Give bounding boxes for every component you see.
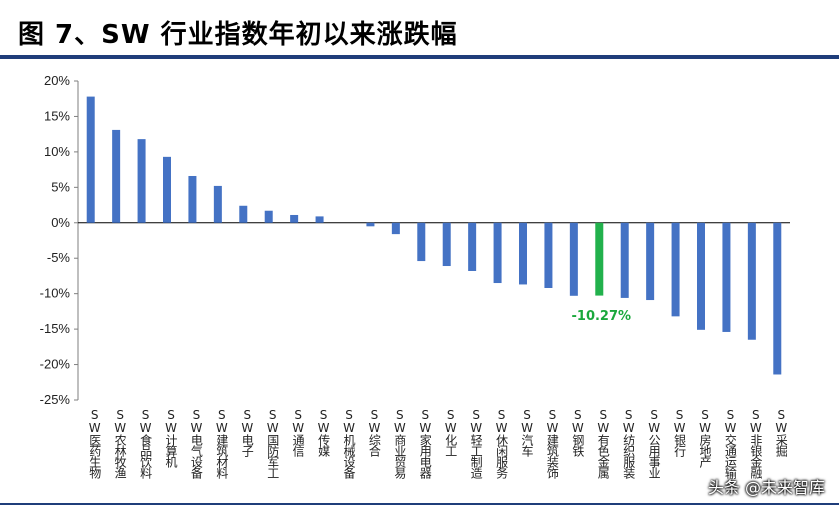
x-category-label: SW房地产 bbox=[698, 408, 712, 469]
bar bbox=[239, 205, 248, 223]
bar bbox=[188, 175, 197, 223]
y-tick-label: 15% bbox=[44, 108, 70, 123]
bar bbox=[468, 222, 477, 271]
x-category-label: SW纺织服装 bbox=[622, 408, 636, 480]
x-category-label: SW钢铁 bbox=[571, 408, 585, 457]
bar bbox=[315, 216, 324, 223]
x-category-label: SW公用事业 bbox=[647, 408, 661, 478]
x-category-label: SW化工 bbox=[444, 408, 458, 456]
bar bbox=[569, 222, 578, 296]
y-tick-label: -5% bbox=[47, 250, 71, 265]
bar bbox=[722, 222, 731, 332]
x-category-label: SW交通运输 bbox=[723, 408, 737, 480]
bar bbox=[112, 129, 121, 223]
x-category-label: SW机械设备 bbox=[342, 408, 356, 480]
x-category-label: SW医药生物 bbox=[88, 408, 102, 479]
x-category-label: SW传媒 bbox=[317, 408, 331, 457]
bar bbox=[366, 222, 375, 227]
x-category-label: SW建筑装饰 bbox=[545, 408, 559, 479]
bottom-divider bbox=[0, 503, 839, 505]
x-category-label: SW非银金融 bbox=[749, 408, 763, 480]
y-tick-label: 5% bbox=[51, 179, 70, 194]
y-tick-label: 0% bbox=[51, 215, 70, 230]
bar bbox=[646, 222, 655, 301]
bar bbox=[86, 96, 95, 223]
x-category-label: SW轻工制造 bbox=[469, 408, 483, 479]
x-category-label: SW建筑材料 bbox=[215, 408, 229, 479]
bar bbox=[773, 222, 782, 375]
y-tick-label: 10% bbox=[44, 144, 70, 159]
y-tick-label: -25% bbox=[40, 392, 71, 407]
x-category-label: SW有色金属 bbox=[596, 408, 610, 480]
bar bbox=[493, 222, 502, 284]
y-tick-label: -15% bbox=[40, 321, 71, 336]
bar bbox=[137, 139, 146, 223]
x-category-label: SW商业贸易 bbox=[393, 408, 407, 480]
bar bbox=[620, 222, 629, 298]
bar bbox=[442, 222, 451, 267]
bar bbox=[213, 185, 222, 223]
bar bbox=[264, 210, 273, 223]
x-category-label: SW休闲服务 bbox=[495, 408, 509, 479]
bar bbox=[519, 222, 527, 285]
page-title: 图 7、SW 行业指数年初以来涨跌幅 bbox=[18, 20, 458, 50]
bar bbox=[544, 222, 553, 288]
x-category-label: SW采掘 bbox=[774, 408, 788, 458]
highlight-data-label: -10.27% bbox=[572, 309, 632, 324]
x-category-label: SW汽车 bbox=[520, 408, 534, 458]
x-category-label: SW综合 bbox=[367, 408, 381, 457]
bar bbox=[417, 222, 426, 262]
x-category-label: SW通信 bbox=[291, 408, 305, 458]
bar bbox=[747, 222, 756, 340]
x-category-label: SW银行 bbox=[673, 408, 687, 457]
x-category-label: SW农林牧渔 bbox=[113, 408, 127, 479]
bar bbox=[671, 222, 680, 317]
x-category-label: SW电气设备 bbox=[189, 408, 203, 480]
bar bbox=[163, 156, 171, 223]
highlight-bar bbox=[595, 222, 604, 296]
title-divider bbox=[0, 55, 839, 59]
x-category-label: SW食品饮料 bbox=[139, 408, 153, 479]
x-category-label: SW电子 bbox=[240, 408, 254, 457]
y-tick-label: 20% bbox=[44, 73, 70, 88]
watermark: 头条 @未来智库 bbox=[707, 478, 825, 497]
x-category-label: SW国防军工 bbox=[266, 408, 280, 478]
bar bbox=[391, 222, 400, 235]
bar bbox=[290, 214, 299, 223]
x-category-label: SW计算机 bbox=[164, 408, 178, 468]
bar bbox=[697, 222, 705, 330]
x-category-label: SW家用电器 bbox=[418, 408, 432, 480]
y-tick-label: -20% bbox=[40, 357, 71, 372]
y-tick-label: -10% bbox=[40, 286, 71, 301]
